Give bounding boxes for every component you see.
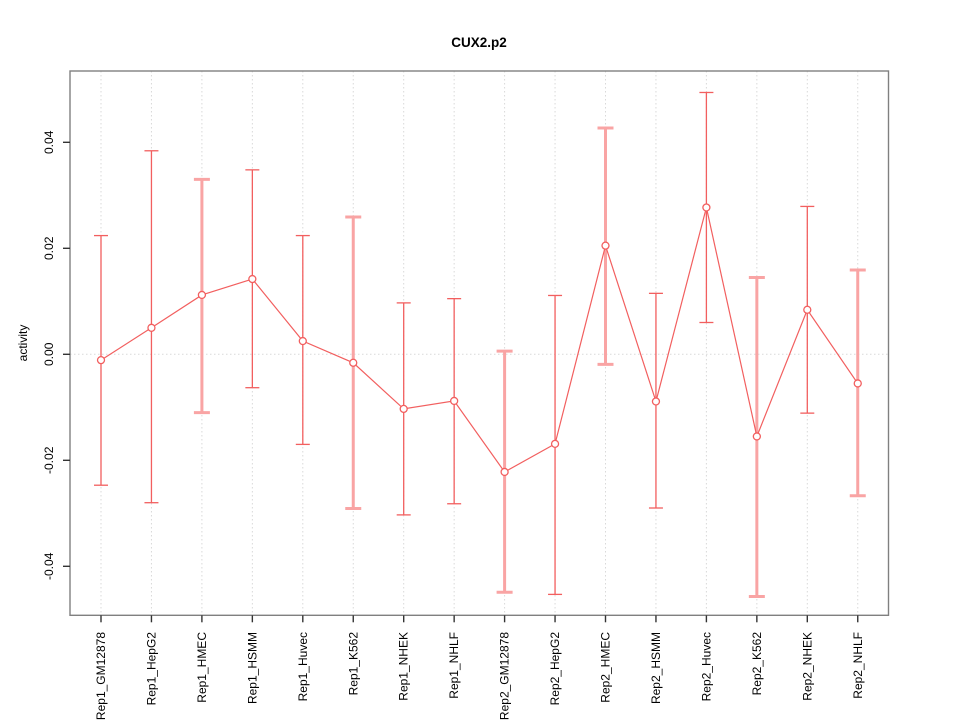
gridlines-group bbox=[70, 71, 889, 616]
x-tick-label: Rep1_NHEK bbox=[397, 632, 411, 701]
x-tick-label: Rep2_Huvec bbox=[699, 632, 713, 701]
x-tick-label: Rep1_Huvec bbox=[296, 632, 310, 701]
x-tick-label: Rep2_HMEC bbox=[599, 632, 613, 703]
data-point bbox=[298, 336, 307, 346]
y-tick-labels-group: -0.04 -0.02 0.00 0.02 0.04 bbox=[42, 130, 56, 580]
data-point bbox=[853, 379, 862, 388]
data-point bbox=[803, 305, 812, 314]
x-tick-label: Rep2_K562 bbox=[750, 632, 764, 696]
error-bars-group bbox=[94, 91, 866, 599]
series-line-group bbox=[100, 207, 859, 473]
data-point bbox=[197, 290, 207, 300]
data-point bbox=[248, 274, 257, 284]
data-point bbox=[147, 323, 156, 332]
x-tick-label: Rep2_HepG2 bbox=[548, 632, 562, 706]
y-tick-label: -0.04 bbox=[42, 552, 56, 580]
data-point bbox=[550, 439, 560, 449]
x-tick-label: Rep2_NHEK bbox=[800, 632, 814, 701]
x-tick-label: Rep2_NHLF bbox=[851, 632, 865, 699]
data-point bbox=[449, 396, 459, 406]
y-tick-label: 0.02 bbox=[42, 236, 56, 260]
data-point bbox=[500, 467, 509, 477]
x-tick-label: Rep1_GM12878 bbox=[94, 632, 108, 720]
data-point bbox=[752, 432, 761, 441]
plot-frame bbox=[69, 70, 890, 616]
x-tick-label: Rep1_K562 bbox=[346, 632, 360, 696]
y-tick-label: -0.02 bbox=[42, 446, 56, 474]
data-point bbox=[601, 241, 610, 250]
data-point bbox=[651, 397, 661, 406]
x-tick-label: Rep2_HSMM bbox=[649, 632, 663, 704]
x-tick-label: Rep2_GM12878 bbox=[498, 632, 512, 720]
axis-ticks-group bbox=[63, 141, 859, 623]
data-point bbox=[702, 203, 711, 212]
x-tick-label: Rep1_HepG2 bbox=[144, 632, 158, 706]
y-tick-label: 0.04 bbox=[42, 130, 56, 154]
x-tick-labels-group: Rep1_GM12878 Rep1_HepG2 Rep1_HMEC Rep1_HSMM… bbox=[94, 632, 865, 720]
y-tick-label: 0.00 bbox=[42, 342, 56, 366]
y-axis-label: activity bbox=[16, 325, 30, 362]
x-tick-label: Rep1_NHLF bbox=[447, 632, 461, 699]
data-points-group bbox=[96, 203, 862, 477]
data-point bbox=[399, 404, 408, 414]
chart-title: CUX2.p2 bbox=[451, 35, 507, 50]
data-point bbox=[96, 355, 106, 365]
x-tick-label: Rep1_HSMM bbox=[245, 632, 259, 704]
series-line bbox=[100, 207, 859, 473]
data-point bbox=[349, 358, 358, 367]
x-tick-label: Rep1_HMEC bbox=[195, 632, 209, 703]
